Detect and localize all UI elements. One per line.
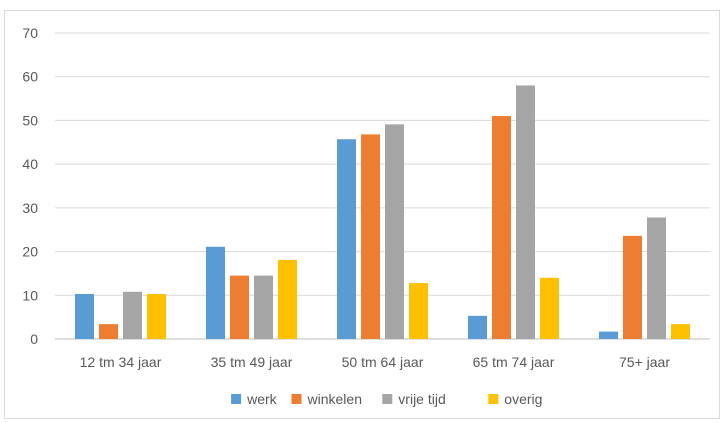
bar-winkelen-0	[99, 324, 118, 339]
y-tick-label: 50	[22, 112, 38, 128]
bar-vrije-tijd-2	[385, 124, 404, 339]
bar-overig-1	[278, 259, 297, 339]
legend-item-werk: werk	[231, 391, 278, 407]
y-tick-label: 70	[22, 25, 38, 41]
y-tick-label: 20	[22, 244, 38, 260]
bars	[75, 85, 690, 339]
bar-overig-4	[671, 324, 690, 339]
x-axis-tick-labels: 12 tm 34 jaar 35 tm 49 jaar 50 tm 64 jaar 6…	[80, 354, 671, 370]
x-tick-label: 65 tm 74 jaar	[473, 354, 555, 370]
legend-label: winkelen	[307, 391, 362, 407]
bar-vrije-tijd-1	[254, 275, 273, 339]
bar-vrije-tijd-0	[123, 291, 142, 339]
bar-werk-0	[75, 293, 94, 339]
legend-label: werk	[246, 391, 278, 407]
legend-item-winkelen: winkelen	[291, 391, 362, 407]
legend-label: vrije tijd	[398, 391, 445, 407]
bar-werk-2	[337, 139, 356, 339]
y-tick-label: 10	[22, 287, 38, 303]
legend-swatch	[291, 394, 302, 404]
bar-winkelen-4	[623, 235, 642, 339]
x-tick-label: 50 tm 64 jaar	[342, 354, 424, 370]
y-axis-tick-labels: 0 10 20 30 40 50 60 70	[22, 25, 38, 347]
bar-winkelen-2	[361, 134, 380, 339]
bar-vrije-tijd-4	[647, 217, 666, 339]
y-tick-label: 60	[22, 69, 38, 85]
bar-werk-1	[206, 246, 225, 339]
x-tick-label: 75+ jaar	[619, 354, 670, 370]
bar-winkelen-3	[492, 116, 511, 339]
legend-swatch	[382, 394, 393, 404]
gridlines	[55, 32, 710, 340]
legend-item-overig: overig	[488, 391, 542, 407]
y-tick-label: 40	[22, 156, 38, 172]
y-tick-label: 0	[30, 331, 38, 347]
legend-label: overig	[504, 391, 542, 407]
y-tick-label: 30	[22, 200, 38, 216]
bar-winkelen-1	[230, 275, 249, 339]
bar-werk-4	[599, 331, 618, 339]
legend-item-vrije-tijd: vrije tijd	[382, 391, 446, 407]
legend-swatch	[488, 394, 499, 404]
bar-overig-0	[147, 293, 166, 339]
x-tick-label: 35 tm 49 jaar	[211, 354, 293, 370]
legend: werk winkelen vrije tijd overig	[231, 391, 542, 407]
bar-overig-3	[540, 277, 559, 339]
bar-vrije-tijd-3	[516, 85, 535, 339]
x-tick-label: 12 tm 34 jaar	[80, 354, 162, 370]
bar-werk-3	[468, 315, 487, 339]
legend-swatch	[231, 394, 242, 404]
bar-overig-2	[409, 283, 428, 339]
